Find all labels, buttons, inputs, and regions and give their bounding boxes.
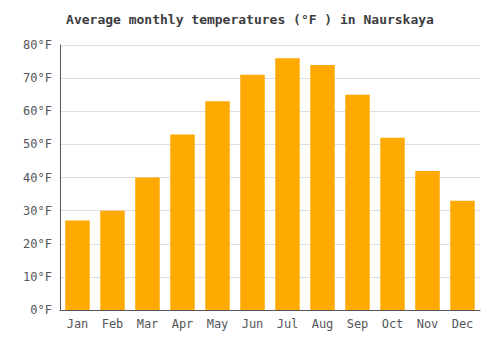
svg-text:70°F: 70°F xyxy=(23,71,52,85)
svg-text:Oct: Oct xyxy=(382,317,404,331)
svg-text:60°F: 60°F xyxy=(23,104,52,118)
svg-text:Sep: Sep xyxy=(347,317,369,331)
svg-text:0°F: 0°F xyxy=(30,303,52,317)
svg-text:Apr: Apr xyxy=(172,317,194,331)
svg-text:50°F: 50°F xyxy=(23,137,52,151)
svg-text:10°F: 10°F xyxy=(23,270,52,284)
svg-text:Feb: Feb xyxy=(102,317,124,331)
svg-text:80°F: 80°F xyxy=(23,38,52,52)
svg-text:Jan: Jan xyxy=(67,317,89,331)
svg-text:20°F: 20°F xyxy=(23,237,52,251)
svg-text:30°F: 30°F xyxy=(23,204,52,218)
svg-text:Average monthly temperatures (: Average monthly temperatures (°F ) in Na… xyxy=(66,12,434,27)
svg-text:Mar: Mar xyxy=(137,317,159,331)
svg-text:Aug: Aug xyxy=(312,317,334,331)
svg-text:May: May xyxy=(207,317,229,331)
svg-text:Jun: Jun xyxy=(242,317,264,331)
svg-text:Nov: Nov xyxy=(417,317,439,331)
svg-text:Jul: Jul xyxy=(277,317,299,331)
svg-text:40°F: 40°F xyxy=(23,171,52,185)
svg-text:Dec: Dec xyxy=(452,317,474,331)
